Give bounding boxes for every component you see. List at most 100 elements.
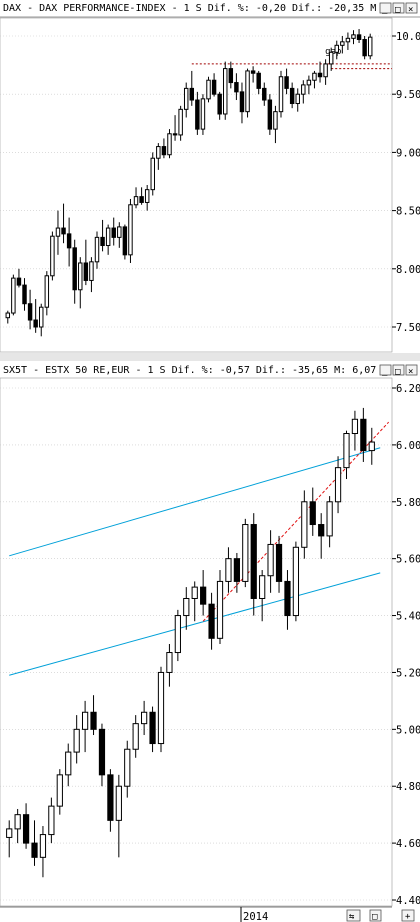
candle-body-up (78, 262, 83, 291)
x-axis-bar (0, 907, 420, 922)
candle (301, 490, 308, 559)
candle-body-down (27, 303, 33, 321)
close-button[interactable] (405, 2, 418, 14)
candle (256, 70, 261, 95)
candle-body-up (156, 146, 161, 159)
candle (328, 47, 334, 71)
candle-body-up (11, 277, 16, 314)
panel2-annotations (9, 421, 390, 676)
candle (301, 80, 306, 104)
candle-body-up (73, 728, 80, 753)
candle-body-up (124, 748, 131, 787)
maximize-button[interactable] (392, 364, 405, 376)
panel-separator[interactable] (0, 353, 420, 361)
candle-body-down (275, 543, 283, 582)
candle-body-up (166, 652, 173, 673)
candle (234, 73, 239, 101)
candle (334, 456, 342, 514)
candle (306, 75, 312, 95)
candle (6, 820, 13, 858)
candle-body-down (284, 76, 289, 89)
candle (250, 513, 257, 616)
panel2-title: SX5T - ESTX 50 RE,EUR - 1 S Dif. %: -0,5… (3, 365, 376, 376)
close-button[interactable] (405, 364, 418, 376)
candle (132, 715, 139, 758)
candle-body-up (200, 98, 206, 130)
candle-body-up (367, 36, 373, 57)
candle-body-down (309, 501, 316, 526)
candle-body-up (183, 597, 190, 617)
candle-body-up (368, 441, 375, 452)
candle (275, 535, 283, 593)
candle-body-down (172, 133, 178, 136)
candle (105, 224, 111, 255)
candle-body-down (72, 247, 77, 291)
candle-body-up (242, 524, 249, 582)
minimize-button[interactable] (379, 2, 392, 14)
candle (94, 231, 100, 269)
candle-body-up (141, 711, 148, 725)
candle (183, 587, 190, 630)
candle-body-up (323, 63, 328, 78)
y-tick-label: 6.00 (396, 440, 420, 452)
candle-body-up (94, 236, 100, 263)
y-tick-label: 7.50 (396, 322, 420, 334)
candle-body-down (33, 319, 38, 328)
add-panel-button[interactable] (401, 909, 415, 922)
candle-body-down (139, 196, 144, 203)
candle-body-down (317, 72, 323, 78)
panel2-window-controls: _ □ × (379, 364, 418, 377)
candle (133, 187, 139, 209)
candle-body-up (132, 723, 139, 750)
scroll-button[interactable] (346, 909, 361, 922)
candle (195, 91, 200, 135)
candle (278, 70, 284, 118)
close-icon: × (408, 5, 413, 15)
candle-body-up (225, 558, 232, 582)
candle-body-up (328, 51, 334, 65)
candle-body-down (250, 524, 257, 599)
candle-body-up (351, 418, 359, 435)
candle (27, 289, 33, 330)
candle-body-up (206, 79, 211, 100)
candle (90, 695, 97, 736)
candle (360, 407, 367, 462)
maximize-icon: □ (395, 367, 401, 377)
candle-body-down (149, 711, 156, 745)
y-tick-label: 8.00 (396, 264, 420, 276)
candle (267, 530, 274, 593)
candle-body-down (356, 34, 362, 40)
candle (98, 723, 106, 787)
minimize-button[interactable] (379, 364, 392, 376)
candle-body-down (262, 87, 267, 101)
candle-body-up (334, 467, 342, 503)
y-tick-label: 4.80 (396, 781, 420, 793)
candle (295, 88, 300, 112)
candle (107, 769, 114, 832)
candle (89, 257, 94, 293)
candle-body-up (44, 275, 50, 308)
candle (124, 740, 131, 798)
layout-button[interactable] (369, 909, 382, 922)
candle-body-up (292, 546, 300, 617)
candle-body-up (306, 79, 312, 86)
candle-body-down (195, 99, 200, 130)
candle-body-up (174, 615, 181, 654)
candle-body-up (191, 586, 198, 599)
candle (166, 644, 173, 687)
candle-body-down (22, 284, 27, 305)
candle-body-up (39, 834, 47, 858)
candle (22, 278, 27, 311)
candle (216, 570, 224, 644)
candle (340, 36, 345, 54)
candle-body-down (360, 418, 367, 452)
panel1-candles (5, 29, 373, 337)
candle (228, 61, 234, 89)
candle-body-up (14, 814, 21, 830)
panel1-window-controls: _ □ × (379, 2, 418, 15)
y-tick-label: 6.20 (396, 383, 420, 395)
candle-body-down (239, 91, 245, 113)
channel-line (9, 572, 381, 676)
maximize-button[interactable] (392, 2, 405, 14)
x-axis-label-2014: 2014 (243, 911, 268, 922)
